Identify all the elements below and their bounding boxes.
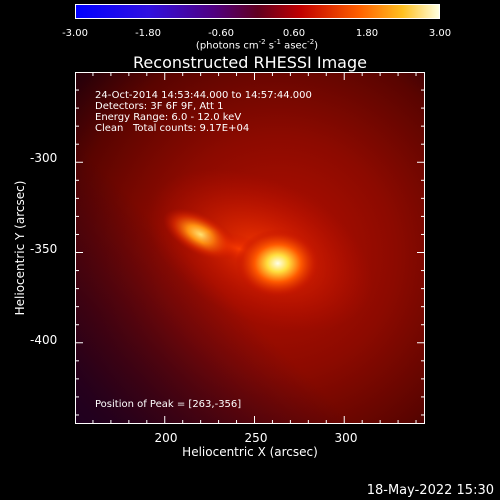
colorbar-tick: 1.80	[355, 28, 379, 39]
y-tick-label: -400	[30, 333, 58, 347]
colorbar-units: (photons cm-2 s-1 asec-2)	[195, 38, 319, 52]
colorbar	[75, 4, 440, 19]
x-tick-label: 250	[244, 431, 268, 445]
y-tick-label: -350	[30, 242, 58, 256]
colorbar-tick: 3.00	[428, 28, 452, 39]
annotation-block: 24-Oct-2014 14:53:44.000 to 14:57:44.000…	[95, 90, 312, 410]
annotation-energy: Energy Range: 6.0 - 12.0 keV	[95, 112, 241, 123]
x-tick-label: 200	[154, 431, 178, 445]
peak-source	[235, 229, 320, 298]
annotation-method: Clean	[95, 123, 123, 134]
annotation-detectors: Detectors: 3F 6F 9F, Att 1	[95, 101, 223, 112]
colorbar-tick: -3.00	[62, 28, 88, 39]
footer-date: 18-May-2022 15:30	[366, 483, 494, 498]
heatmap-plot: 24-Oct-2014 14:53:44.000 to 14:57:44.000…	[75, 72, 425, 424]
colorbar-tick: -0.60	[208, 28, 234, 39]
x-axis-label: Heliocentric X (arcsec)	[182, 445, 318, 459]
y-axis-label: Heliocentric Y (arcsec)	[13, 180, 27, 316]
x-tick-label: 300	[334, 431, 358, 445]
colorbar-tick: 0.60	[282, 28, 306, 39]
annotation-counts: Total counts: 9.17E+04	[132, 123, 249, 134]
chart-title: Reconstructed RHESSI Image	[133, 53, 367, 72]
annotation-time-range: 24-Oct-2014 14:53:44.000 to 14:57:44.000	[95, 90, 312, 101]
annotation-peak: Position of Peak = [263,-356]	[95, 399, 241, 410]
colorbar-tick: -1.80	[135, 28, 161, 39]
y-tick-label: -300	[30, 151, 58, 165]
